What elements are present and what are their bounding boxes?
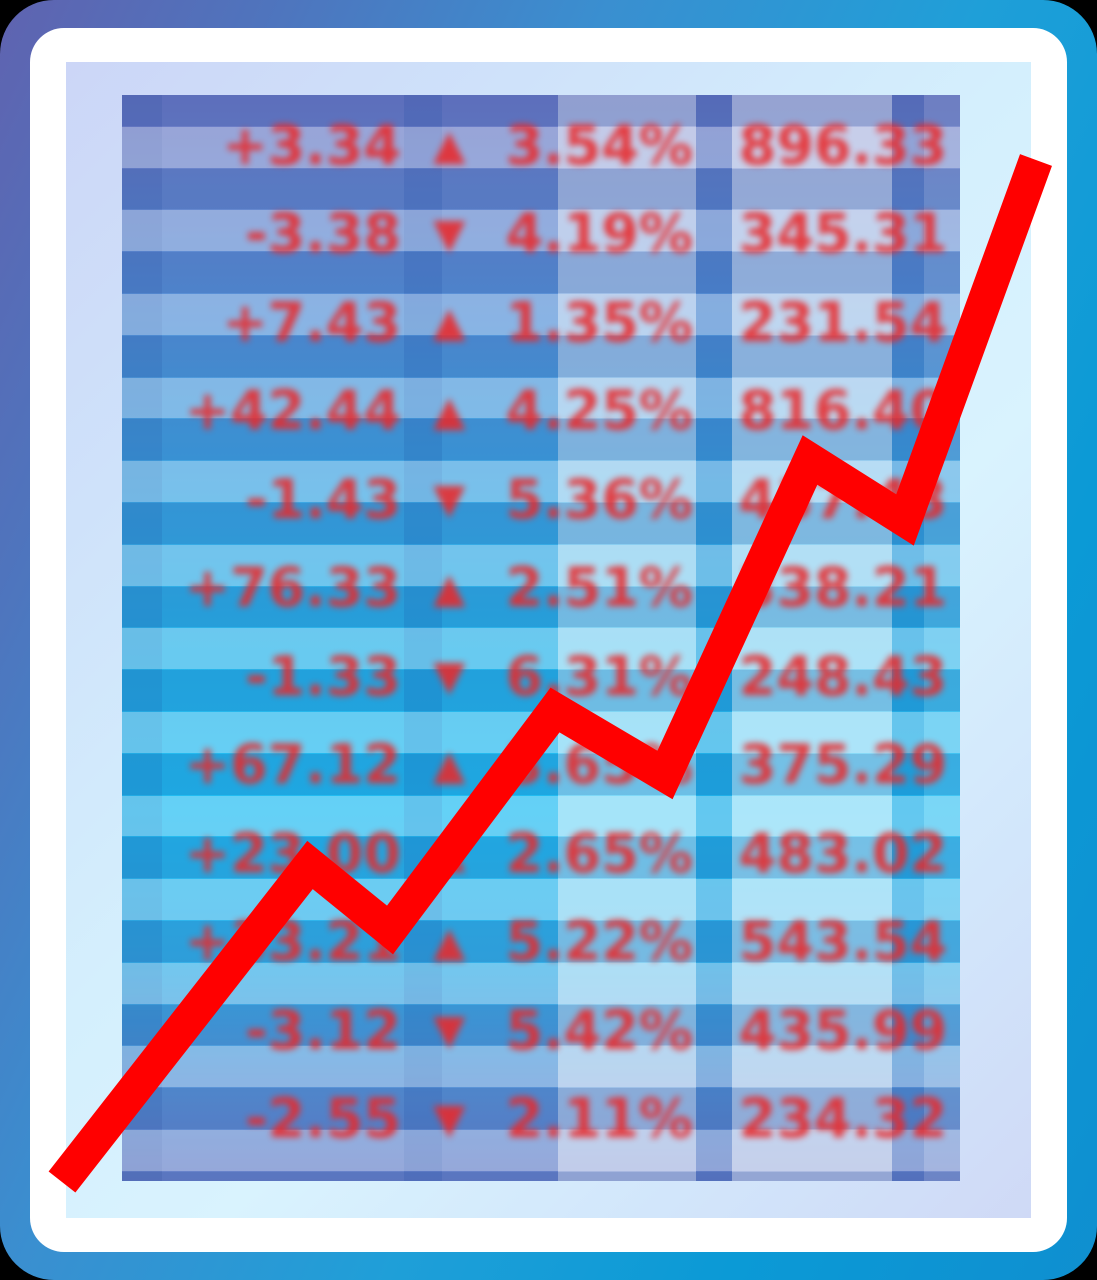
- table-row: -2.55 ▼ 2.11% 234.32: [122, 1077, 960, 1161]
- cell-percent: 2.51%: [505, 556, 693, 619]
- table-row: -1.33 ▼ 6.31% 248.43: [122, 634, 960, 718]
- table-row: +33.21 ▲ 5.22% 543.54: [122, 900, 960, 984]
- stock-ticker-board: +3.34 ▲ 3.54% 896.33 -3.38 ▼ 4.19% 345.31 +7.43 ▲…: [122, 95, 960, 1181]
- cell-percent: 4.25%: [505, 379, 693, 442]
- table-row: +76.33 ▲ 2.51% 338.21: [122, 546, 960, 630]
- cell-percent: 5.22%: [505, 910, 693, 973]
- cell-percent: 5.36%: [505, 467, 693, 531]
- ticker-text-layer: +3.34 ▲ 3.54% 896.33 -3.38 ▼ 4.19% 345.31 +7.43 ▲…: [122, 95, 960, 1181]
- table-row: +3.34 ▲ 3.54% 896.33: [122, 103, 960, 187]
- table-row: +67.12 ▲ 3.65% 375.29: [122, 723, 960, 807]
- cell-price: 483.02: [738, 821, 948, 885]
- cell-change: +23.00: [184, 821, 401, 885]
- down-arrow-icon: ▼: [433, 1093, 466, 1143]
- cell-price: 896.33: [738, 113, 948, 177]
- cell-price: 543.54: [738, 910, 948, 973]
- up-arrow-icon: ▲: [433, 916, 466, 966]
- table-row: +23.00 ▲ 2.65% 483.02: [122, 811, 960, 895]
- cell-change: +76.33: [184, 556, 401, 619]
- up-arrow-icon: ▲: [433, 828, 466, 877]
- cell-percent: 6.31%: [505, 644, 693, 708]
- down-arrow-icon: ▼: [433, 1005, 466, 1054]
- cell-price: 375.29: [738, 733, 948, 796]
- cell-price: 234.32: [738, 1087, 948, 1150]
- up-arrow-icon: ▲: [433, 385, 466, 435]
- cell-percent: 2.11%: [505, 1087, 693, 1150]
- cell-change: -3.12: [245, 998, 401, 1062]
- cell-percent: 3.65%: [505, 733, 693, 796]
- cell-price: 345.31: [738, 202, 948, 265]
- cell-change: +42.44: [184, 379, 401, 442]
- cell-change: -2.55: [245, 1087, 401, 1150]
- table-row: -3.38 ▼ 4.19% 345.31: [122, 192, 960, 276]
- down-arrow-icon: ▼: [433, 208, 466, 258]
- cell-change: +3.34: [222, 113, 401, 177]
- cell-percent: 5.42%: [505, 998, 693, 1062]
- cell-price: 231.54: [738, 290, 948, 354]
- cell-price: 816.40: [738, 379, 948, 442]
- cell-change: +67.12: [184, 733, 401, 796]
- cell-percent: 2.65%: [505, 821, 693, 885]
- up-arrow-icon: ▲: [433, 297, 466, 346]
- up-arrow-icon: ▲: [433, 739, 466, 789]
- cell-price: 435.99: [738, 998, 948, 1062]
- cell-percent: 1.35%: [505, 290, 693, 354]
- cell-change: +33.21: [184, 910, 401, 973]
- cell-price: 437.43: [738, 467, 948, 531]
- down-arrow-icon: ▼: [433, 474, 466, 523]
- up-arrow-icon: ▲: [433, 562, 466, 612]
- cell-price: 338.21: [738, 556, 948, 619]
- cell-percent: 3.54%: [505, 113, 693, 177]
- cell-change: -1.43: [245, 467, 401, 531]
- table-row: -3.12 ▼ 5.42% 435.99: [122, 988, 960, 1072]
- cell-price: 248.43: [738, 644, 948, 708]
- cell-change: +7.43: [222, 290, 401, 354]
- down-arrow-icon: ▼: [433, 651, 466, 700]
- cell-change: -3.38: [245, 202, 401, 265]
- cell-percent: 4.19%: [505, 202, 693, 265]
- table-row: +7.43 ▲ 1.35% 231.54: [122, 280, 960, 364]
- cell-change: -1.33: [245, 644, 401, 708]
- table-row: -1.43 ▼ 5.36% 437.43: [122, 457, 960, 541]
- up-arrow-icon: ▲: [433, 120, 466, 169]
- table-row: +42.44 ▲ 4.25% 816.40: [122, 369, 960, 453]
